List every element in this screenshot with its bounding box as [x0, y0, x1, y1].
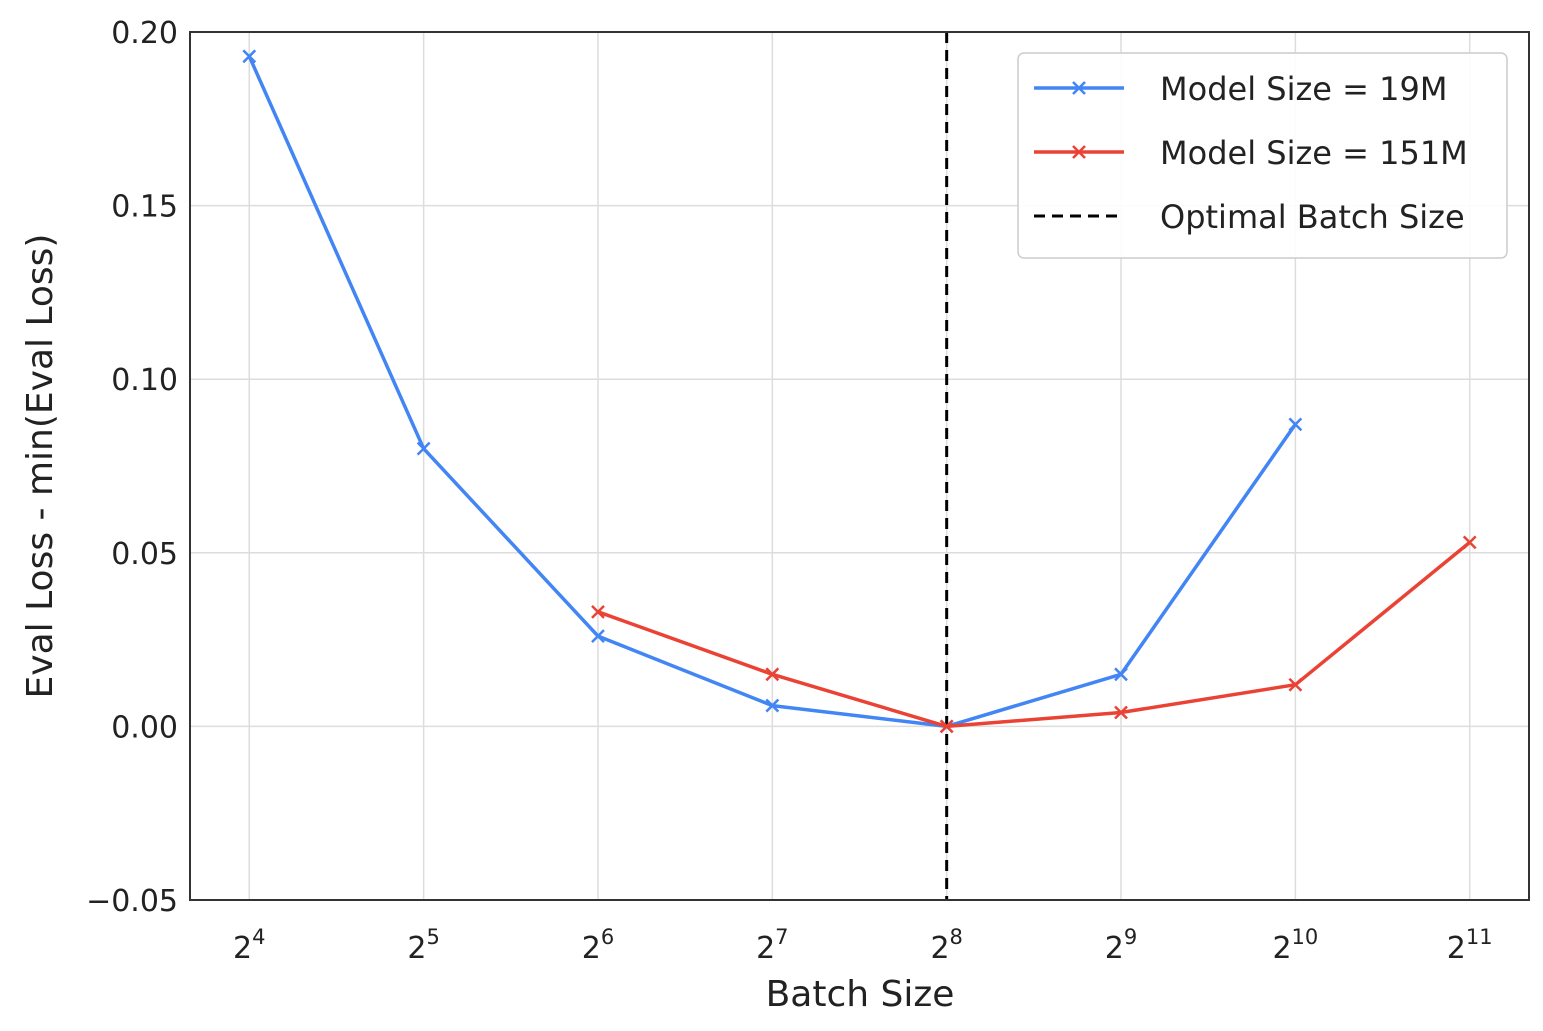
y-tick-label: −0.05 [86, 884, 178, 919]
data-point-marker [591, 629, 605, 644]
plot-frame [189, 31, 1530, 901]
data-point-marker [765, 667, 780, 682]
x-tick-label: 25 [407, 925, 439, 966]
x-tick-labels: 24 25 26 27 28 29 210 211 [233, 925, 1493, 966]
data-point-marker [1114, 667, 1128, 682]
y-tick-labels: −0.05 0.00 0.05 0.10 0.15 0.20 [86, 16, 178, 919]
x-tick-exponent: 7 [775, 925, 788, 949]
y-tick-label: 0.20 [111, 16, 178, 51]
series-line-1 [597, 541, 1471, 729]
legend-marker-151m [1072, 145, 1086, 159]
legend-label-optimal: Optimal Batch Size [1160, 198, 1465, 236]
legend-label-151m: Model Size = 151M [1160, 134, 1468, 172]
data-point-marker [1462, 535, 1477, 550]
x-tick-exponent: 8 [950, 925, 963, 949]
data-point-marker [242, 49, 257, 64]
x-axis-label: Batch Size [766, 974, 955, 1015]
x-tick-base: 2 [407, 931, 426, 966]
data-point-marker [1288, 677, 1303, 692]
legend-label-19m: Model Size = 19M [1160, 70, 1447, 108]
x-tick-base: 2 [1272, 931, 1291, 966]
x-tick-exponent: 5 [426, 925, 439, 949]
x-tick-label: 211 [1447, 925, 1493, 966]
x-tick-base: 2 [756, 931, 775, 966]
x-tick-base: 2 [1105, 931, 1124, 966]
legend: Model Size = 19M Model Size = 151M Optim… [1017, 52, 1508, 259]
x-tick-exponent: 9 [1124, 925, 1137, 949]
x-tick-base: 2 [582, 931, 601, 966]
x-tick-base: 2 [930, 931, 949, 966]
x-tick-label: 28 [930, 925, 962, 966]
x-tick-label: 27 [756, 925, 788, 966]
y-tick-label: 0.15 [111, 190, 178, 225]
x-tick-exponent: 10 [1292, 925, 1319, 949]
x-tick-exponent: 4 [252, 925, 265, 949]
x-tick-exponent: 11 [1466, 925, 1493, 949]
data-point-marker [939, 719, 954, 734]
data-point-marker [1288, 417, 1303, 432]
x-tick-label: 26 [582, 925, 614, 966]
data-point-marker [591, 604, 605, 619]
y-tick-label: 0.00 [111, 710, 178, 745]
data-point-marker [765, 698, 780, 713]
y-axis-label: Eval Loss - min(Eval Loss) [20, 234, 61, 699]
legend-box [1017, 52, 1508, 259]
x-tick-label: 29 [1105, 925, 1137, 966]
y-tick-label: 0.05 [111, 537, 178, 572]
x-tick-exponent: 6 [601, 925, 614, 949]
y-tick-label: 0.10 [111, 363, 178, 398]
legend-marker-19m [1072, 81, 1086, 95]
data-point-marker [1114, 705, 1128, 720]
series-layer [242, 49, 1477, 734]
x-tick-base: 2 [1447, 931, 1466, 966]
data-point-marker [416, 441, 431, 456]
x-tick-base: 2 [233, 931, 252, 966]
x-tick-label: 210 [1272, 925, 1318, 966]
x-tick-label: 24 [233, 925, 265, 966]
